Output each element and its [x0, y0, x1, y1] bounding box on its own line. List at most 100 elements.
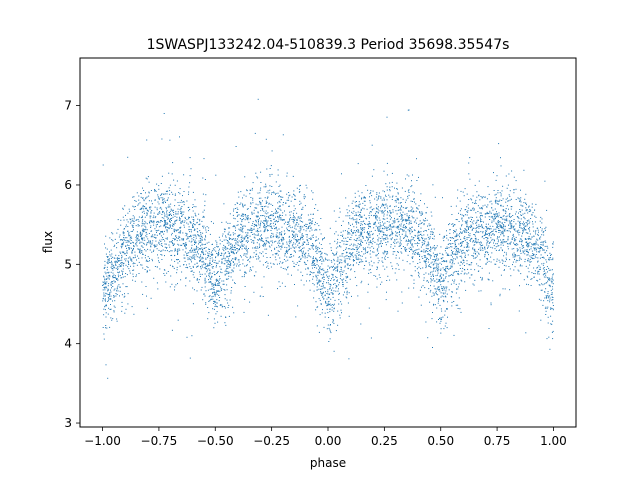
scatter-point [465, 289, 467, 291]
scatter-point [207, 255, 209, 257]
scatter-point [408, 240, 410, 242]
scatter-point [125, 241, 127, 243]
scatter-point [150, 220, 152, 221]
scatter-point [460, 311, 462, 313]
scatter-point [306, 243, 308, 245]
scatter-point [292, 226, 293, 228]
scatter-point [199, 276, 201, 277]
scatter-point [520, 238, 522, 240]
scatter-point [538, 270, 540, 272]
scatter-point [321, 260, 323, 262]
scatter-point [277, 250, 279, 252]
scatter-point [163, 239, 165, 240]
scatter-point [104, 309, 106, 311]
scatter-point [252, 247, 254, 249]
scatter-point [164, 200, 166, 202]
scatter-point [221, 262, 223, 264]
scatter-point [474, 250, 476, 252]
scatter-point [287, 221, 289, 223]
scatter-point [262, 264, 264, 266]
scatter-point [293, 242, 295, 244]
scatter-point [118, 255, 120, 257]
scatter-point [348, 223, 350, 225]
scatter-point [305, 264, 307, 265]
scatter-point [117, 285, 119, 287]
scatter-point [212, 295, 214, 297]
scatter-point [320, 268, 322, 270]
scatter-point [511, 220, 513, 221]
scatter-point [464, 265, 465, 266]
scatter-point [430, 278, 432, 280]
scatter-point [156, 207, 158, 209]
scatter-point [266, 168, 268, 170]
scatter-point [546, 297, 547, 299]
scatter-point [233, 210, 234, 212]
scatter-point [337, 234, 339, 236]
scatter-point [516, 248, 518, 250]
scatter-point [316, 286, 318, 288]
scatter-point [160, 194, 162, 196]
scatter-point [550, 255, 551, 256]
scatter-point [266, 257, 268, 258]
scatter-point [500, 226, 502, 228]
scatter-point [336, 251, 338, 253]
scatter-point [533, 273, 535, 274]
scatter-point [166, 247, 167, 249]
scatter-point [133, 265, 135, 267]
scatter-point [425, 250, 427, 252]
scatter-point [163, 230, 165, 232]
scatter-point [107, 277, 109, 279]
scatter-point [169, 184, 171, 186]
scatter-point [432, 259, 434, 260]
scatter-point [426, 206, 428, 208]
scatter-point [322, 239, 323, 241]
scatter-point [435, 288, 437, 290]
scatter-point [231, 259, 232, 261]
scatter-point [508, 224, 510, 226]
scatter-point [115, 264, 117, 266]
scatter-point [548, 336, 550, 338]
scatter-point [219, 304, 221, 306]
scatter-point [413, 198, 415, 200]
scatter-point [201, 258, 203, 260]
scatter-point [508, 194, 510, 196]
scatter-point [389, 234, 391, 236]
scatter-point [260, 182, 262, 183]
scatter-point [161, 208, 163, 210]
scatter-point [257, 247, 259, 249]
scatter-point [273, 218, 275, 220]
scatter-point [479, 207, 481, 209]
scatter-point [144, 223, 146, 225]
scatter-point [109, 326, 111, 328]
scatter-point [161, 202, 163, 204]
scatter-point [388, 221, 390, 223]
scatter-point [525, 222, 527, 223]
scatter-point [430, 262, 432, 264]
scatter-point [223, 283, 225, 285]
scatter-point [424, 203, 425, 205]
scatter-point [144, 257, 146, 259]
scatter-point [350, 229, 352, 231]
scatter-point [471, 217, 473, 218]
scatter-point [300, 184, 301, 186]
scatter-point [301, 244, 303, 246]
scatter-point [154, 244, 156, 246]
scatter-point [179, 219, 181, 221]
scatter-point [533, 254, 534, 256]
scatter-point [228, 304, 230, 306]
scatter-point [519, 265, 521, 267]
scatter-point [265, 202, 267, 204]
scatter-point [386, 226, 388, 228]
scatter-point [148, 242, 150, 244]
scatter-point [519, 238, 521, 240]
scatter-point [331, 306, 333, 308]
scatter-point [492, 233, 494, 235]
scatter-point [259, 245, 261, 247]
scatter-point [336, 260, 338, 262]
scatter-point [347, 212, 349, 214]
scatter-point [211, 275, 213, 277]
scatter-point [309, 230, 311, 232]
scatter-point [537, 233, 539, 235]
scatter-point [470, 225, 472, 227]
scatter-point [279, 232, 281, 233]
